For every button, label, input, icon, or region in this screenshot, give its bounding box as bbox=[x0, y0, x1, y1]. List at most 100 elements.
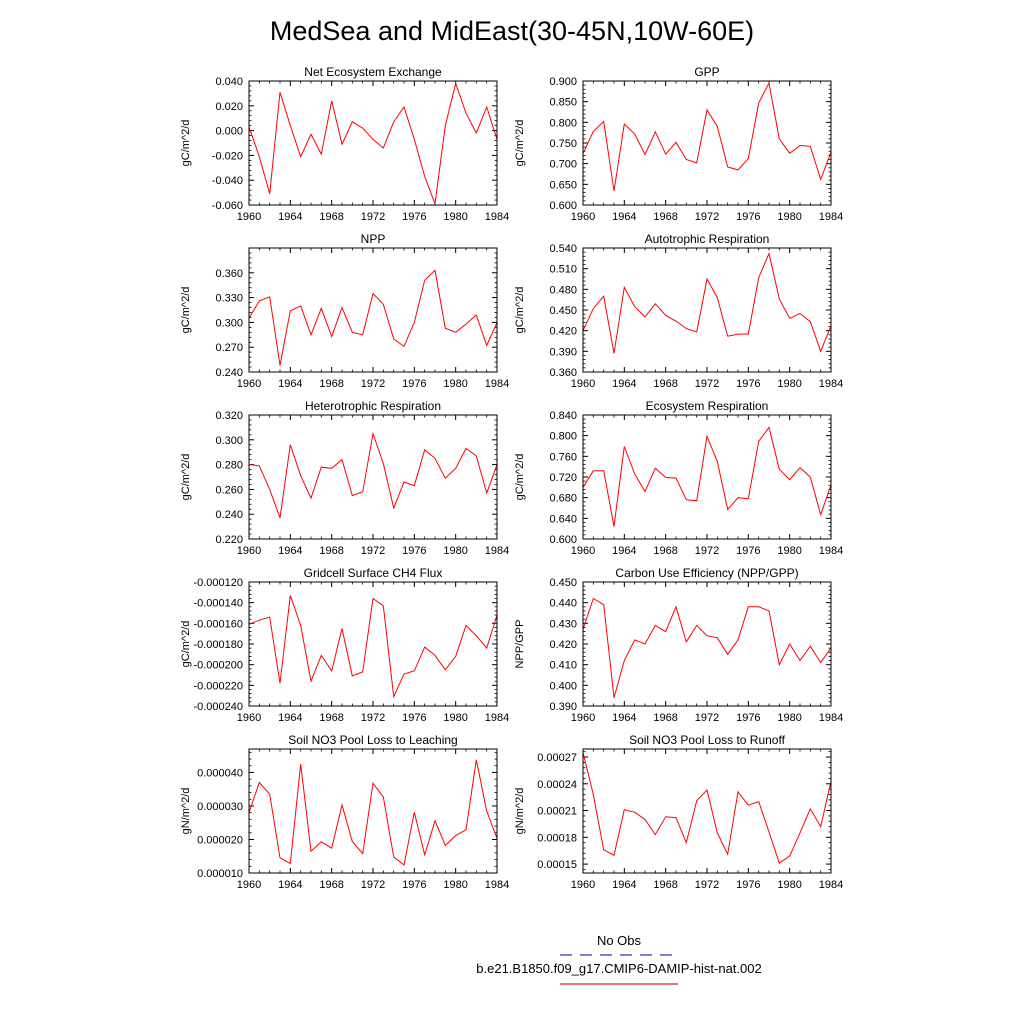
x-tick-label: 1972 bbox=[361, 712, 385, 724]
x-tick-label: 1960 bbox=[237, 378, 261, 390]
y-tick-label: 0.00018 bbox=[537, 832, 577, 844]
y-tick-label: 0.840 bbox=[549, 410, 577, 422]
y-tick-label: -0.000160 bbox=[193, 618, 243, 630]
y-axis-label: gN/m^2/d bbox=[180, 788, 192, 835]
series-line bbox=[248, 759, 498, 866]
y-tick-label: 0.450 bbox=[549, 305, 577, 317]
x-tick-label: 1960 bbox=[571, 712, 595, 724]
x-tick-label: 1984 bbox=[485, 712, 509, 724]
plot-frame bbox=[582, 247, 832, 373]
x-tick-label: 1980 bbox=[777, 879, 801, 891]
y-tick-label: -0.000220 bbox=[193, 680, 243, 692]
y-tick-label: 0.300 bbox=[215, 435, 243, 447]
x-tick-label: 1960 bbox=[237, 211, 261, 223]
y-tick-label: 0.000010 bbox=[197, 868, 243, 880]
y-tick-label: 0.800 bbox=[549, 117, 577, 129]
series-line bbox=[582, 251, 832, 354]
y-tick-label: 0.040 bbox=[215, 76, 243, 88]
plot-frame bbox=[248, 247, 498, 373]
x-tick-label: 1984 bbox=[819, 378, 843, 390]
x-tick-label: 1976 bbox=[736, 545, 760, 557]
x-tick-label: 1960 bbox=[571, 211, 595, 223]
x-tick-label: 1972 bbox=[695, 545, 719, 557]
panel-title: Carbon Use Efficiency (NPP/GPP) bbox=[615, 566, 798, 580]
panel-npp: NPP gC/m^2/d 1960 1964 1968 1972 1976 1980 1984 0… bbox=[180, 232, 509, 390]
y-tick-label: 0.640 bbox=[549, 513, 577, 525]
x-tick-label: 1968 bbox=[653, 211, 677, 223]
y-tick-label: 0.440 bbox=[549, 598, 577, 610]
x-tick-label: 1964 bbox=[278, 712, 302, 724]
y-axis-label: gC/m^2/d bbox=[514, 454, 526, 501]
x-tick-label: 1976 bbox=[736, 378, 760, 390]
y-tick-label: 0.750 bbox=[549, 138, 577, 150]
plot-frame bbox=[582, 414, 832, 540]
y-tick-label: 0.300 bbox=[215, 317, 243, 329]
x-tick-label: 1964 bbox=[612, 211, 636, 223]
y-axis-label: NPP/GPP bbox=[514, 620, 526, 669]
y-tick-label: 0.00021 bbox=[537, 806, 577, 818]
series-line bbox=[248, 595, 498, 699]
panel-autotrophic-respiration: Autotrophic Respiration gC/m^2/d 1960 1964 1… bbox=[514, 232, 843, 390]
panel-title: Heterotrophic Respiration bbox=[305, 399, 441, 413]
y-tick-label: 0.760 bbox=[549, 451, 577, 463]
y-tick-label: 0.700 bbox=[549, 159, 577, 171]
plot-frame bbox=[248, 581, 498, 707]
y-axis-label: gC/m^2/d bbox=[180, 120, 192, 167]
x-tick-label: 1964 bbox=[612, 378, 636, 390]
x-tick-label: 1984 bbox=[485, 211, 509, 223]
panel-gpp: GPP gC/m^2/d 1960 1964 1968 1972 1976 1980 1984 0… bbox=[514, 65, 843, 223]
panel-net-ecosystem-exchange: Net Ecosystem Exchange gC/m^2/d 1960 1964 19… bbox=[180, 65, 509, 223]
panel-carbon-use-efficiency-npp-gpp: Carbon Use Efficiency (NPP/GPP) NPP/GPP 19… bbox=[514, 566, 843, 724]
x-tick-label: 1984 bbox=[485, 545, 509, 557]
y-tick-label: 0.000030 bbox=[197, 801, 243, 813]
y-tick-label: 0.900 bbox=[549, 76, 577, 88]
panel-grid: Net Ecosystem Exchange gC/m^2/d 1960 1964 19… bbox=[180, 65, 843, 891]
series-line bbox=[582, 426, 832, 527]
x-tick-label: 1976 bbox=[736, 211, 760, 223]
x-tick-label: 1968 bbox=[653, 712, 677, 724]
y-tick-label: 0.600 bbox=[549, 534, 577, 546]
y-tick-label: -0.040 bbox=[212, 175, 243, 187]
x-tick-label: 1976 bbox=[402, 879, 426, 891]
y-tick-label: -0.020 bbox=[212, 150, 243, 162]
x-tick-label: 1968 bbox=[319, 879, 343, 891]
legend-label-no-obs: No Obs bbox=[597, 933, 642, 948]
y-tick-label: 0.260 bbox=[215, 484, 243, 496]
y-tick-label: 0.430 bbox=[549, 618, 577, 630]
y-tick-label: -0.000200 bbox=[193, 660, 243, 672]
x-tick-label: 1972 bbox=[695, 879, 719, 891]
x-tick-label: 1960 bbox=[237, 545, 261, 557]
x-tick-label: 1972 bbox=[361, 545, 385, 557]
x-tick-label: 1968 bbox=[653, 378, 677, 390]
y-axis-label: gC/m^2/d bbox=[180, 621, 192, 668]
x-tick-label: 1980 bbox=[443, 879, 467, 891]
x-tick-label: 1980 bbox=[777, 712, 801, 724]
x-tick-label: 1964 bbox=[278, 879, 302, 891]
x-tick-label: 1960 bbox=[571, 879, 595, 891]
x-tick-label: 1964 bbox=[278, 545, 302, 557]
plot-frame bbox=[582, 581, 832, 707]
panel-title: Gridcell Surface CH4 Flux bbox=[304, 566, 443, 580]
x-tick-label: 1960 bbox=[571, 545, 595, 557]
x-tick-label: 1980 bbox=[777, 545, 801, 557]
x-tick-label: 1980 bbox=[443, 545, 467, 557]
panel-title: Autotrophic Respiration bbox=[645, 232, 770, 246]
x-tick-label: 1960 bbox=[571, 378, 595, 390]
y-axis-label: gN/m^2/d bbox=[514, 788, 526, 835]
y-tick-label: 0.270 bbox=[215, 342, 243, 354]
y-tick-label: 0.00027 bbox=[537, 752, 577, 764]
x-tick-label: 1968 bbox=[653, 879, 677, 891]
y-tick-label: 0.240 bbox=[215, 509, 243, 521]
panel-title: NPP bbox=[361, 232, 386, 246]
x-tick-label: 1964 bbox=[278, 211, 302, 223]
x-tick-label: 1972 bbox=[695, 211, 719, 223]
x-tick-label: 1976 bbox=[402, 211, 426, 223]
panel-title: Soil NO3 Pool Loss to Leaching bbox=[288, 733, 457, 747]
y-axis-label: gC/m^2/d bbox=[514, 120, 526, 167]
x-tick-label: 1972 bbox=[361, 378, 385, 390]
panel-title: Net Ecosystem Exchange bbox=[304, 65, 442, 79]
y-tick-label: 0.220 bbox=[215, 534, 243, 546]
y-tick-label: 0.450 bbox=[549, 577, 577, 589]
panel-title: GPP bbox=[694, 65, 719, 79]
